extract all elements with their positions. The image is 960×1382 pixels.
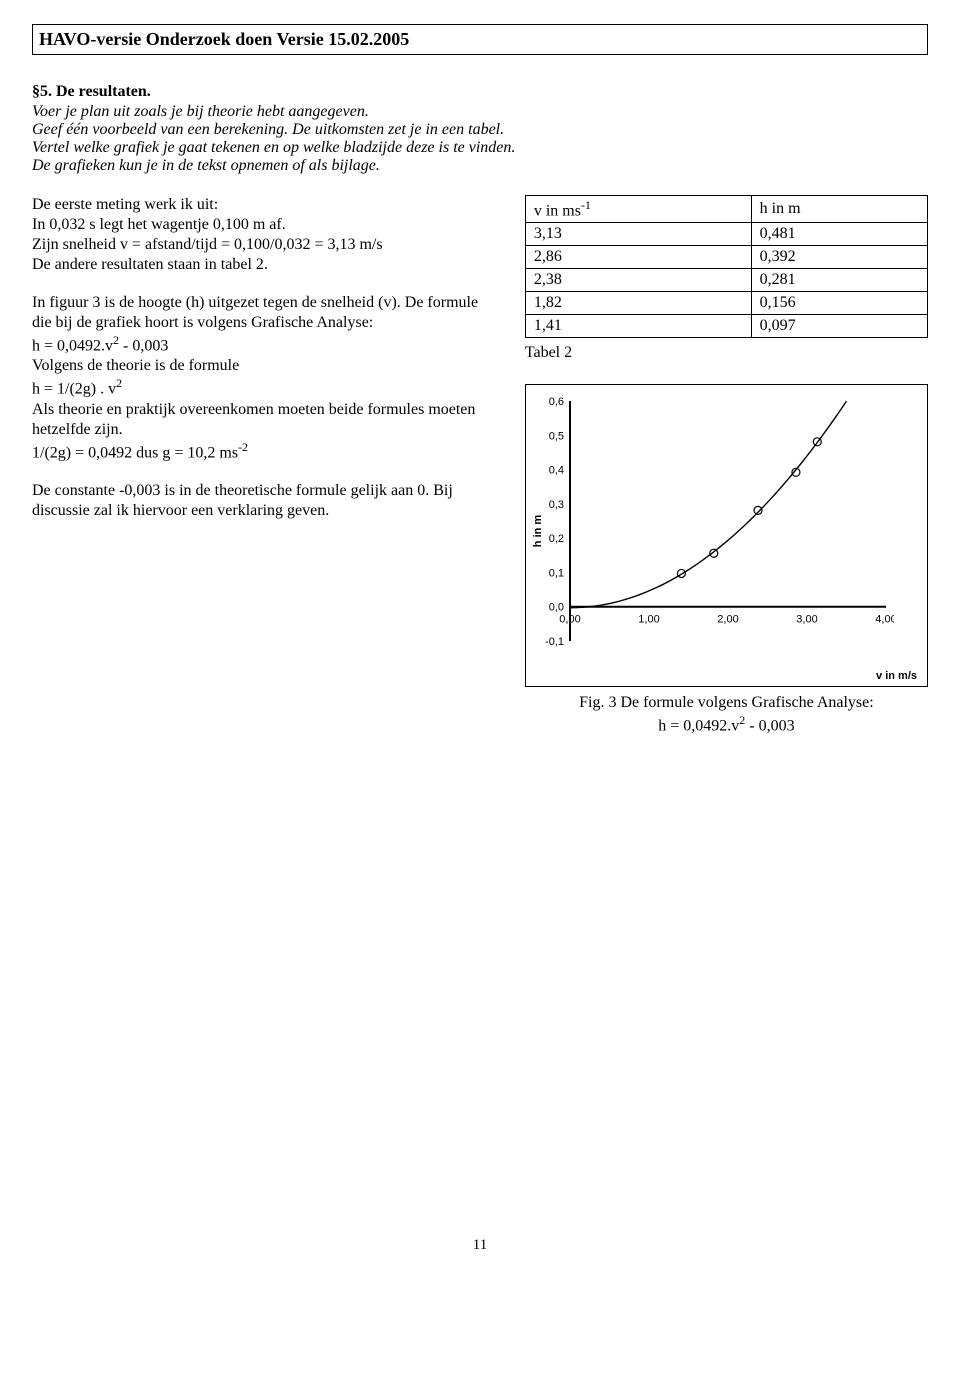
table-row: 3,130,481 <box>525 223 927 246</box>
table-row: 1,410,097 <box>525 315 927 338</box>
table-cell: 0,281 <box>751 269 927 292</box>
page-header: HAVO-versie Onderzoek doen Versie 15.02.… <box>32 24 928 55</box>
right-column: v in ms-1 h in m 3,130,4812,860,3922,380… <box>525 195 928 737</box>
chart-y-axis-label: h in m <box>532 515 544 547</box>
chart-plot-area: -0,10,00,10,20,30,40,50,60,001,002,003,0… <box>534 393 917 668</box>
table-cell: 1,41 <box>525 315 751 338</box>
paragraph-3: De constante -0,003 is in de theoretisch… <box>32 481 495 521</box>
section-heading: §5. De resultaten. <box>32 83 928 101</box>
svg-text:-0,1: -0,1 <box>545 636 564 648</box>
svg-text:3,00: 3,00 <box>796 614 817 626</box>
svg-text:0,5: 0,5 <box>549 431 564 443</box>
chart-x-axis-label: v in m/s <box>532 670 917 682</box>
table-cell: 1,82 <box>525 292 751 315</box>
table-row: 2,380,281 <box>525 269 927 292</box>
page-header-title: HAVO-versie Onderzoek doen Versie 15.02.… <box>39 29 409 49</box>
chart-svg: -0,10,00,10,20,30,40,50,60,001,002,003,0… <box>534 393 894 663</box>
table-row: 2,860,392 <box>525 246 927 269</box>
table-caption: Tabel 2 <box>525 344 928 362</box>
page-number: 11 <box>32 1237 928 1254</box>
table-cell: 0,097 <box>751 315 927 338</box>
svg-text:1,00: 1,00 <box>638 614 659 626</box>
table-cell: 0,156 <box>751 292 927 315</box>
paragraph-1: De eerste meting werk ik uit:In 0,032 s … <box>32 195 495 275</box>
table-header-row: v in ms-1 h in m <box>525 196 927 223</box>
table-cell: 2,86 <box>525 246 751 269</box>
svg-text:0,3: 0,3 <box>549 499 564 511</box>
svg-text:4,00: 4,00 <box>875 614 894 626</box>
chart-frame: h in m -0,10,00,10,20,30,40,50,60,001,00… <box>525 384 928 687</box>
table-cell: 0,481 <box>751 223 927 246</box>
svg-text:2,00: 2,00 <box>717 614 738 626</box>
paragraph-2: In figuur 3 is de hoogte (h) uitgezet te… <box>32 293 495 463</box>
svg-text:0,1: 0,1 <box>549 568 564 580</box>
svg-text:0,0: 0,0 <box>549 602 564 614</box>
table-cell: 2,38 <box>525 269 751 292</box>
col-header-v: v in ms-1 <box>525 196 751 223</box>
svg-text:0,4: 0,4 <box>549 465 564 477</box>
left-column: De eerste meting werk ik uit:In 0,032 s … <box>32 195 495 539</box>
intro-italic: Voer je plan uit zoals je bij theorie he… <box>32 103 928 175</box>
table-cell: 0,392 <box>751 246 927 269</box>
table-cell: 3,13 <box>525 223 751 246</box>
figure-caption: Fig. 3 De formule volgens Grafische Anal… <box>525 693 928 736</box>
data-table: v in ms-1 h in m 3,130,4812,860,3922,380… <box>525 195 928 338</box>
table-row: 1,820,156 <box>525 292 927 315</box>
svg-text:0,6: 0,6 <box>549 396 564 408</box>
svg-text:0,2: 0,2 <box>549 533 564 545</box>
col-header-h: h in m <box>751 196 927 223</box>
